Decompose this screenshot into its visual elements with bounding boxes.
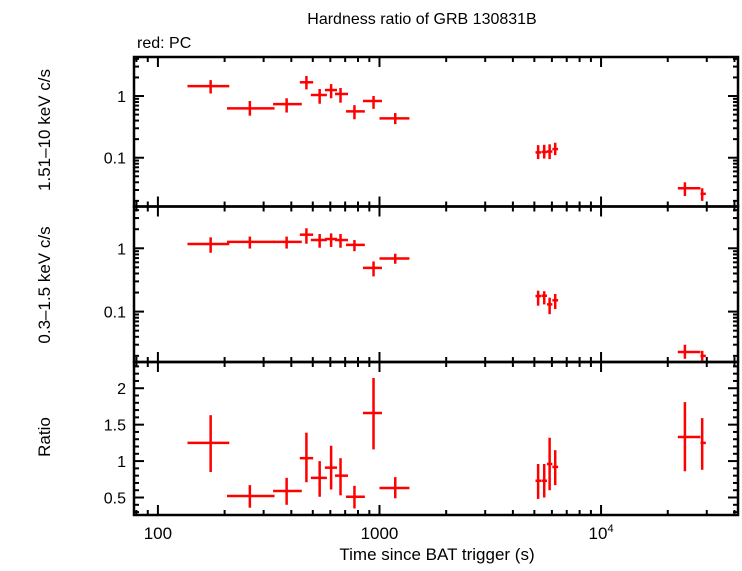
data-point <box>273 98 302 113</box>
x-tick-label: 100 <box>144 524 172 543</box>
data-point <box>345 240 365 252</box>
data-point <box>187 237 230 253</box>
data-point <box>324 233 337 247</box>
data-point <box>546 144 553 160</box>
data-point <box>677 402 701 472</box>
data-point <box>310 88 327 104</box>
data-point <box>226 101 275 116</box>
panel-2: 1 0.1 0.3–1.5 keV c/s <box>35 205 740 364</box>
data-point <box>299 76 314 90</box>
x-tick-label-base: 100 <box>144 524 172 543</box>
chart-title: Hardness ratio of GRB 130831B <box>307 11 536 28</box>
data-point <box>546 297 553 315</box>
panel-1: 1 0.1 1.51–10 keV c/s <box>35 55 740 208</box>
data-point <box>552 142 559 156</box>
x-tick-label-exponent: 4 <box>607 523 613 535</box>
y-axis-label: 1.51–10 keV c/s <box>35 69 54 191</box>
data-point <box>379 477 410 499</box>
panel-3: 2 1.5 1 0.5 100 1000 104 Ratio <box>35 360 740 543</box>
y-axis-label: Ratio <box>35 417 54 457</box>
panel-frame <box>132 205 740 364</box>
y-tick-label: 1 <box>117 454 126 471</box>
data-point <box>535 290 542 306</box>
data-point <box>335 87 349 103</box>
data-point <box>541 144 547 159</box>
data-point <box>552 293 559 309</box>
data-point <box>362 96 382 109</box>
data-point <box>335 458 349 496</box>
data-point <box>677 182 701 196</box>
data-point <box>324 445 337 490</box>
legend-note: red: PC <box>137 35 191 52</box>
data-point <box>226 236 275 249</box>
x-tick-label-base: 10 <box>589 524 608 543</box>
data-point <box>700 418 706 470</box>
data-point <box>226 485 275 508</box>
x-tick-label: 104 <box>589 523 614 543</box>
panel-frame <box>132 55 740 208</box>
y-axis-label: 0.3–1.5 keV c/s <box>35 226 54 343</box>
y-tick-label: 0.5 <box>104 491 126 508</box>
data-point <box>535 145 542 160</box>
y-tick-label: 1.5 <box>104 418 126 435</box>
y-tick-label: 1 <box>117 241 126 258</box>
x-tick-label: 1000 <box>361 524 399 543</box>
x-tick-label-base: 1000 <box>361 524 399 543</box>
data-point <box>310 234 327 248</box>
data-point <box>700 350 706 362</box>
data-point <box>552 450 559 486</box>
data-point <box>273 477 302 505</box>
data-point <box>187 80 230 94</box>
data-point <box>362 261 382 277</box>
data-point <box>187 415 230 473</box>
x-axis-label: Time since BAT trigger (s) <box>339 545 534 564</box>
data-point <box>273 236 302 249</box>
data-point <box>324 84 337 99</box>
data-point <box>379 113 410 125</box>
data-point <box>677 344 701 359</box>
data-point <box>379 253 410 264</box>
data-point <box>541 291 547 305</box>
data-point <box>335 234 349 248</box>
data-point <box>299 228 314 244</box>
y-tick-label: 0.1 <box>104 151 126 168</box>
data-point <box>299 432 314 483</box>
data-point <box>535 464 542 499</box>
data-point <box>541 464 547 498</box>
data-point <box>345 485 365 509</box>
data-point <box>546 437 553 491</box>
data-point <box>345 105 365 120</box>
data-point <box>310 461 327 497</box>
data-point <box>362 378 382 450</box>
data-point <box>700 188 706 201</box>
y-tick-label: 2 <box>117 381 126 398</box>
y-tick-label: 1 <box>117 89 126 106</box>
panel-frame <box>132 360 740 517</box>
y-tick-label: 0.1 <box>104 305 126 322</box>
